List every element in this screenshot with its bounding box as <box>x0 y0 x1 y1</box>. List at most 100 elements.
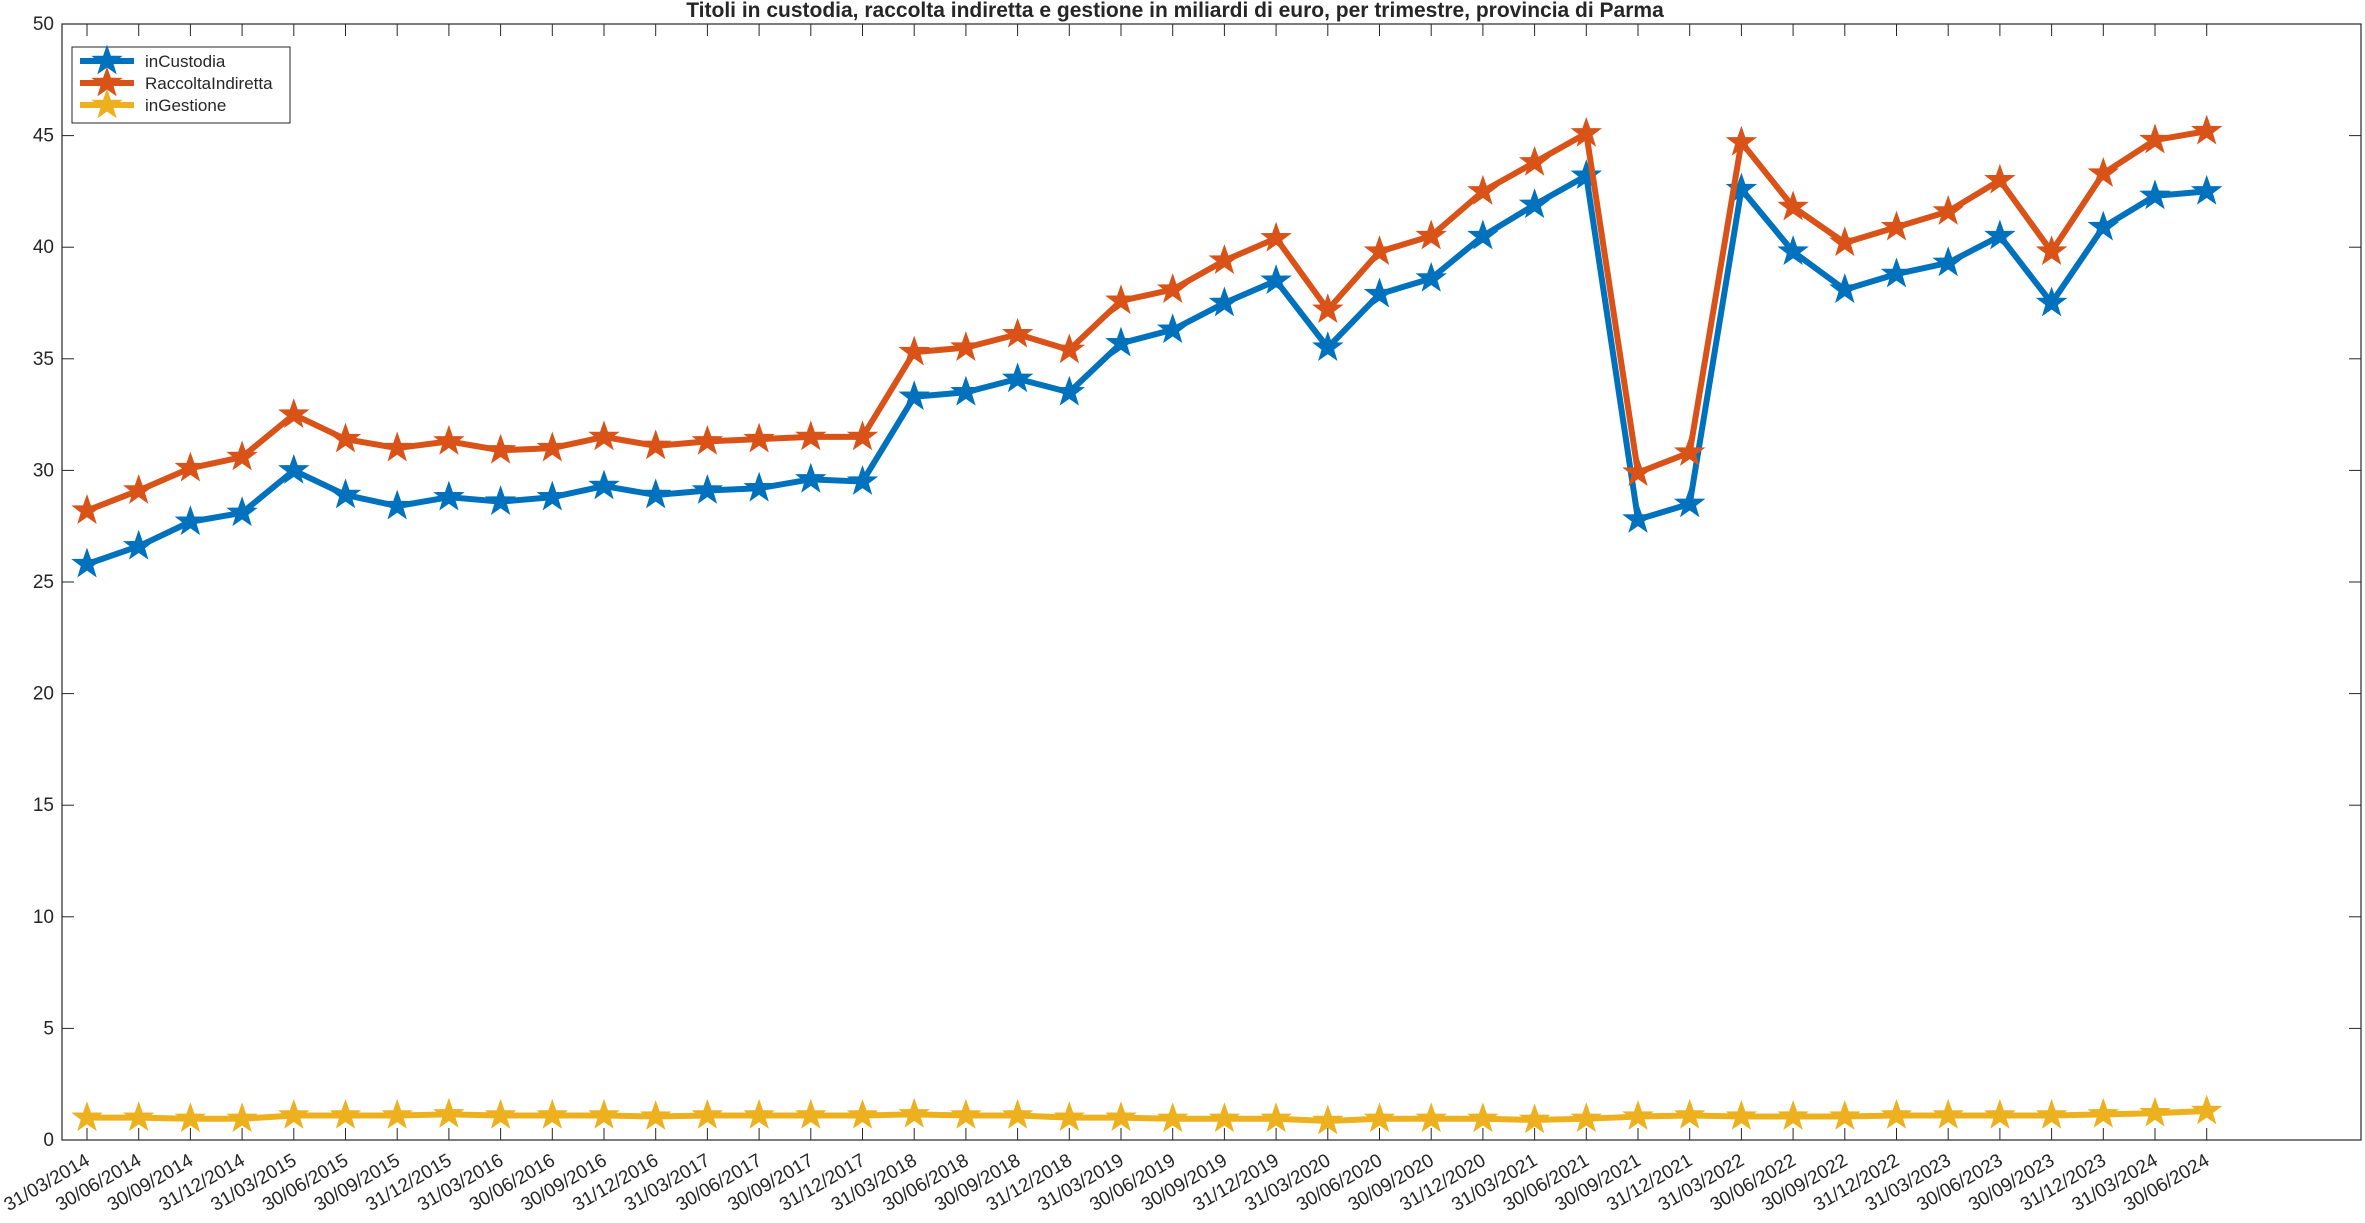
data-point-ingestione <box>1932 1098 1964 1129</box>
data-point-raccoltaindiretta <box>2139 123 2171 154</box>
data-point-raccoltaindiretta <box>2035 235 2068 266</box>
legend-label: RaccoltaIndiretta <box>145 74 273 93</box>
plot-frame <box>61 23 2362 1141</box>
data-point-incustodia <box>122 529 155 560</box>
data-point-raccoltaindiretta <box>1001 317 1034 348</box>
data-point-raccoltaindiretta <box>639 429 672 460</box>
data-point-ingestione <box>484 1098 517 1129</box>
data-point-raccoltaindiretta <box>691 424 724 455</box>
y-tick-label: 5 <box>43 1018 54 1039</box>
legend-item-raccoltaindiretta[interactable]: RaccoltaIndiretta <box>80 66 273 97</box>
y-tick-label: 20 <box>33 684 54 705</box>
data-point-ingestione <box>1363 1102 1396 1133</box>
data-point-raccoltaindiretta <box>2087 157 2120 187</box>
data-point-raccoltaindiretta <box>1105 284 1137 315</box>
legend-item-ingestione[interactable]: inGestione <box>80 88 226 119</box>
data-point-ingestione <box>1415 1102 1447 1133</box>
y-tick-label: 35 <box>33 349 54 370</box>
data-point-incustodia <box>588 469 620 500</box>
data-point-raccoltaindiretta <box>278 398 310 428</box>
data-point-raccoltaindiretta <box>536 431 569 462</box>
data-point-ingestione <box>639 1100 672 1130</box>
data-point-incustodia <box>381 489 413 520</box>
data-point-raccoltaindiretta <box>1208 244 1241 274</box>
data-point-raccoltaindiretta <box>1932 194 1964 225</box>
data-point-ingestione <box>433 1097 465 1128</box>
series-ingestione <box>71 1094 2223 1135</box>
data-point-ingestione <box>2190 1094 2223 1125</box>
data-point-raccoltaindiretta <box>122 473 155 504</box>
data-point-incustodia <box>1312 331 1344 362</box>
data-point-incustodia <box>743 471 775 502</box>
data-point-ingestione <box>2035 1098 2068 1129</box>
data-point-ingestione <box>174 1102 207 1133</box>
data-point-incustodia <box>174 505 207 536</box>
data-point-raccoltaindiretta <box>1156 273 1189 303</box>
data-point-raccoltaindiretta <box>1053 333 1086 364</box>
data-point-incustodia <box>2035 286 2068 317</box>
legend[interactable]: inCustodia RaccoltaIndiretta inGestione <box>71 44 291 124</box>
data-point-ingestione <box>1570 1102 1603 1133</box>
y-tick-label: 40 <box>33 237 54 258</box>
data-point-incustodia <box>484 485 517 516</box>
data-point-incustodia <box>1880 257 1913 288</box>
data-point-raccoltaindiretta <box>1725 125 1758 156</box>
legend-label: inGestione <box>145 96 226 115</box>
series-incustodia <box>71 159 2223 578</box>
data-point-incustodia <box>329 478 362 509</box>
data-point-incustodia <box>1105 326 1137 357</box>
y-tick-label: 0 <box>43 1130 54 1151</box>
data-point-raccoltaindiretta <box>588 420 620 451</box>
data-point-ingestione <box>743 1098 775 1129</box>
data-point-incustodia <box>2139 179 2171 210</box>
data-point-raccoltaindiretta <box>1622 456 1654 487</box>
data-point-incustodia <box>1208 286 1241 317</box>
data-point-incustodia <box>1053 375 1086 406</box>
data-point-incustodia <box>1932 246 1964 277</box>
data-point-incustodia <box>1363 277 1396 308</box>
data-point-incustodia <box>1984 219 2016 250</box>
data-point-ingestione <box>278 1098 310 1129</box>
data-point-ingestione <box>1105 1101 1137 1132</box>
y-tick-label: 15 <box>33 795 54 816</box>
data-point-raccoltaindiretta <box>1415 219 1447 250</box>
y-tick-label: 25 <box>33 572 54 593</box>
y-tick-label: 10 <box>33 907 54 928</box>
data-point-incustodia <box>950 375 982 406</box>
data-point-raccoltaindiretta <box>1260 221 1292 252</box>
data-point-raccoltaindiretta <box>433 424 465 455</box>
data-point-raccoltaindiretta <box>1777 190 1809 221</box>
data-point-raccoltaindiretta <box>846 420 879 451</box>
data-point-ingestione <box>1053 1101 1086 1132</box>
data-point-raccoltaindiretta <box>1467 174 1499 205</box>
data-point-raccoltaindiretta <box>381 431 413 462</box>
data-point-incustodia <box>1260 264 1292 295</box>
data-point-raccoltaindiretta <box>1984 163 2016 194</box>
data-point-raccoltaindiretta <box>174 451 207 482</box>
data-point-raccoltaindiretta <box>1518 145 1551 176</box>
data-point-incustodia <box>1156 313 1189 344</box>
legend-item-incustodia[interactable]: inCustodia <box>80 44 226 75</box>
data-point-raccoltaindiretta <box>1829 226 1861 257</box>
data-point-ingestione <box>122 1101 155 1132</box>
data-point-raccoltaindiretta <box>226 440 258 471</box>
data-point-ingestione <box>1725 1100 1758 1130</box>
data-point-ingestione <box>1467 1102 1499 1133</box>
data-point-incustodia <box>1777 235 1809 266</box>
data-point-incustodia <box>226 496 258 527</box>
data-point-raccoltaindiretta <box>898 335 930 366</box>
data-point-raccoltaindiretta <box>71 494 103 524</box>
data-point-ingestione <box>1260 1102 1292 1133</box>
data-point-incustodia <box>278 453 310 484</box>
data-point-incustodia <box>691 473 724 504</box>
data-point-ingestione <box>1518 1103 1551 1134</box>
data-point-ingestione <box>588 1098 620 1129</box>
data-point-incustodia <box>433 480 465 511</box>
data-point-raccoltaindiretta <box>1880 210 1913 241</box>
data-point-ingestione <box>1208 1102 1241 1133</box>
series-raccoltaindiretta <box>71 114 2223 524</box>
data-point-raccoltaindiretta <box>484 433 517 464</box>
data-point-raccoltaindiretta <box>2190 114 2223 145</box>
